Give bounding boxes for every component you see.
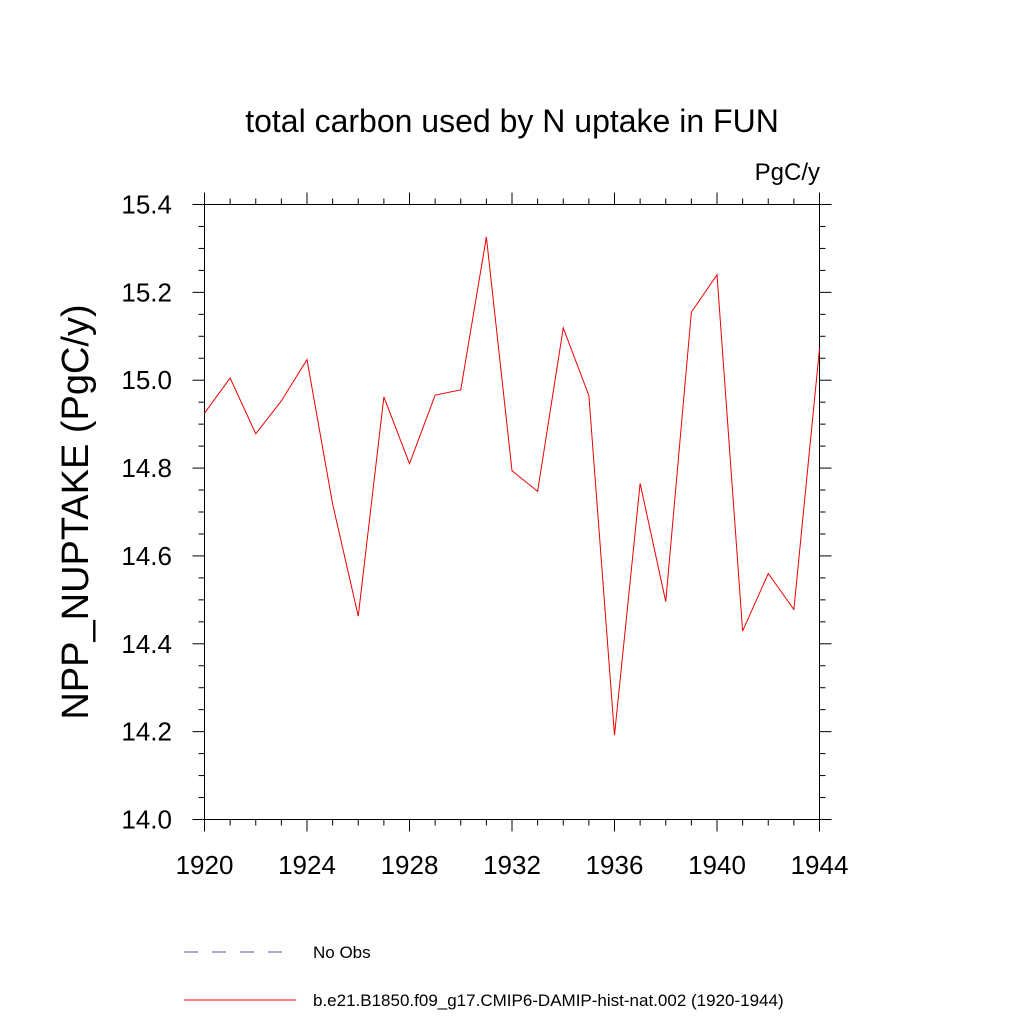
legend: No Obs b.e21.B1850.f09_g17.CMIP6-DAMIP-hi… [184, 943, 784, 1010]
y-tick-label: 14.4 [121, 629, 172, 659]
x-tick-label: 1924 [278, 850, 336, 880]
y-tick-label: 14.6 [121, 541, 172, 571]
plot-frame [204, 204, 820, 820]
x-tick-label: 1944 [791, 850, 849, 880]
y-tick-label: 14.8 [121, 453, 172, 483]
units-label: PgC/y [755, 159, 820, 186]
x-tick-label: 1928 [381, 850, 439, 880]
y-tick-label: 15.2 [121, 277, 172, 307]
chart-title: total carbon used by N uptake in FUN [245, 103, 779, 139]
axis-ticks [192, 192, 832, 832]
legend-label: b.e21.B1850.f09_g17.CMIP6-DAMIP-hist-nat… [313, 991, 784, 1010]
y-tick-label: 15.0 [121, 365, 172, 395]
y-axis-label: NPP_NUPTAKE (PgC/y) [55, 304, 97, 719]
x-tick-label: 1940 [688, 850, 746, 880]
y-tick-label: 14.2 [121, 717, 172, 747]
x-tick-label: 1936 [586, 850, 644, 880]
y-tick-label: 14.0 [121, 805, 172, 835]
x-tick-label: 1932 [483, 850, 541, 880]
y-tick-label: 15.4 [121, 190, 172, 220]
axis-tick-labels: 1920 1924 1928 1932 1936 1940 1944 14.0 14.2 14.4… [121, 190, 848, 881]
series-line [204, 236, 820, 736]
legend-label: No Obs [313, 943, 371, 962]
x-tick-label: 1920 [176, 850, 234, 880]
series-group [204, 236, 820, 736]
